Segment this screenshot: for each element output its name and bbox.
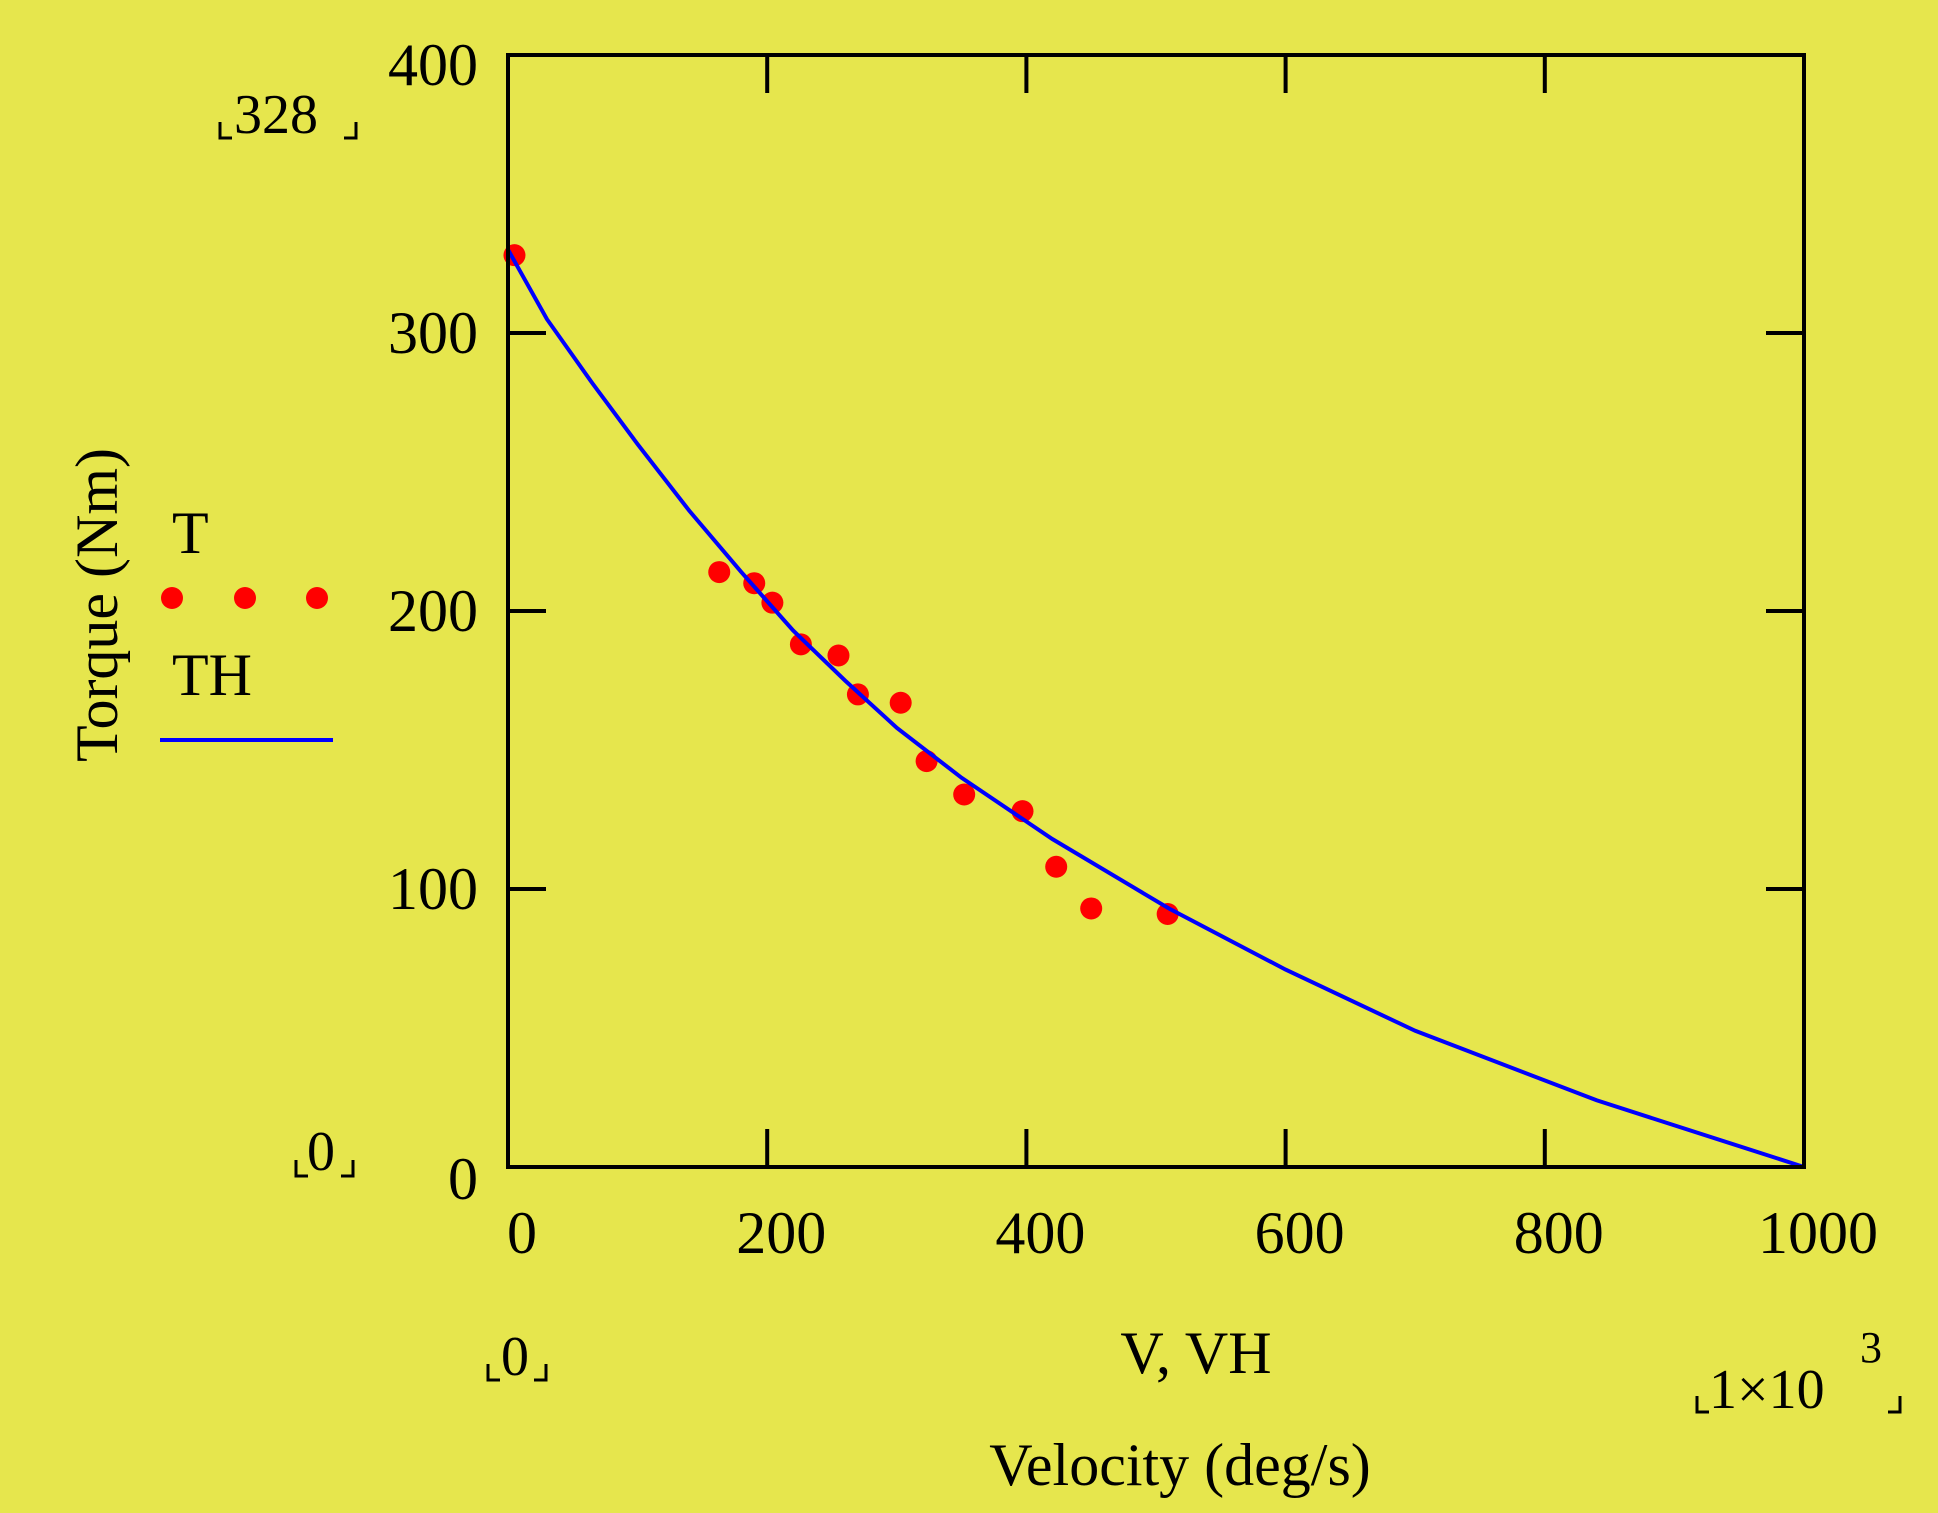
legend-point	[234, 587, 256, 609]
x-max-range-exponent: 3	[1860, 1323, 1882, 1372]
x-max-range-mark: 1×10 3	[1695, 1323, 1902, 1421]
legend-label-t: T	[172, 500, 209, 566]
y-max-bracket-right	[344, 122, 358, 140]
data-point	[708, 561, 731, 584]
x-axis-label: Velocity (deg/s)	[989, 1432, 1371, 1498]
x-min-range-value: 0	[501, 1326, 529, 1388]
y-tick-label: 100	[388, 856, 478, 922]
y-max-range-mark: 328	[218, 84, 358, 146]
x-max-range-mantissa: 1×10	[1709, 1359, 1825, 1421]
x-tick-label: 800	[1514, 1200, 1604, 1266]
axis-ticks	[508, 55, 1804, 1167]
data-point	[1080, 897, 1103, 920]
data-point	[915, 750, 938, 773]
legend-label-th: TH	[172, 642, 252, 708]
x-max-bracket-right	[1888, 1396, 1902, 1414]
y-max-range-value: 328	[234, 84, 318, 146]
plot-series	[503, 244, 1805, 1169]
plot-frame	[506, 53, 1806, 1169]
data-point	[889, 691, 912, 714]
x-max-bracket-left	[1695, 1396, 1709, 1414]
x-tick-label: 200	[736, 1200, 826, 1266]
y-tick-label: 200	[388, 578, 478, 644]
legend: T TH	[160, 500, 333, 742]
data-point	[1045, 855, 1068, 878]
y-min-range-value: 0	[307, 1121, 335, 1183]
legend-marker-t	[161, 587, 328, 609]
x-tick-label: 400	[995, 1200, 1085, 1266]
data-point	[827, 644, 850, 667]
y-axis-label: Torque (Nm)	[64, 448, 130, 762]
data-point	[761, 591, 784, 614]
y-tick-label: 300	[388, 300, 478, 366]
x-min-range-mark: 0	[486, 1326, 548, 1388]
y-min-bracket-right	[341, 1160, 355, 1178]
y-tick-label: 400	[388, 32, 478, 98]
legend-point	[161, 587, 183, 609]
series-line-th	[506, 248, 1805, 1169]
data-point	[789, 633, 812, 656]
x-tick-label: 0	[507, 1200, 537, 1266]
x-min-bracket-right	[534, 1364, 548, 1382]
y-tick-label: 0	[448, 1146, 478, 1212]
tick-labels: 0 200 400 600 800 1000 0 100 200 300 400	[388, 32, 1878, 1266]
y-min-range-mark: 0	[294, 1121, 355, 1183]
x-variable-label: V, VH	[1120, 1320, 1271, 1386]
y-min-bracket-left	[294, 1160, 308, 1178]
y-max-bracket-left	[218, 122, 232, 140]
data-point	[953, 783, 976, 806]
x-min-bracket-left	[486, 1364, 500, 1382]
x-tick-label: 1000	[1758, 1200, 1878, 1266]
legend-point	[306, 587, 328, 609]
x-tick-label: 600	[1255, 1200, 1345, 1266]
